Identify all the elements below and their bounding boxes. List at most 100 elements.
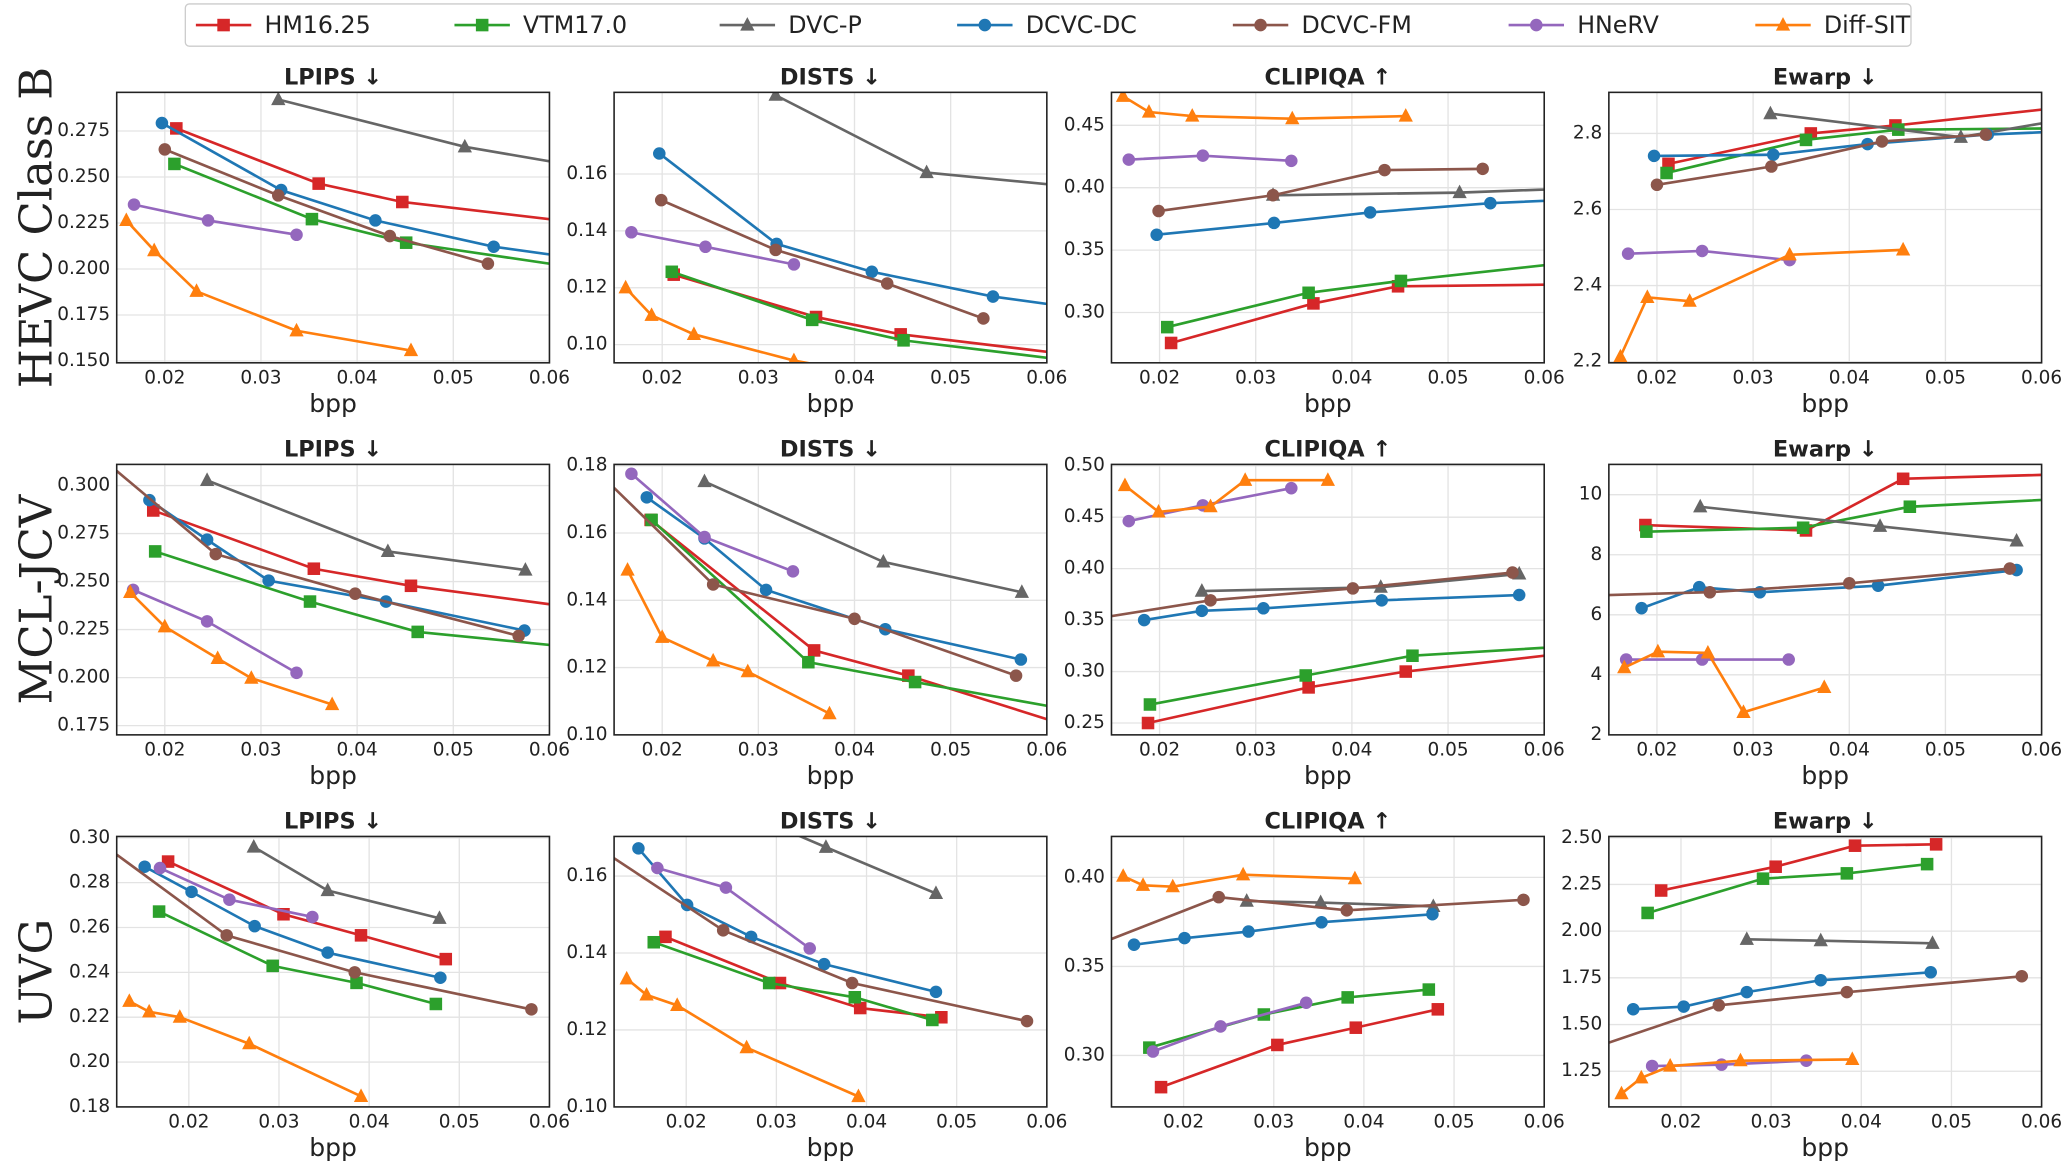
marker-circle — [716, 924, 730, 937]
y-tick-label: 0.175 — [57, 304, 110, 325]
x-tick-label: 0.05 — [433, 740, 474, 761]
marker-circle — [977, 312, 990, 325]
y-tick-label: 0.250 — [57, 571, 110, 592]
marker-circle — [1703, 586, 1717, 599]
y-tick-label: 0.35 — [1064, 955, 1105, 976]
marker-circle — [290, 228, 303, 242]
marker-circle — [1122, 514, 1136, 528]
y-tick-label: 0.18 — [566, 455, 607, 476]
marker-circle — [1484, 196, 1497, 210]
marker-square — [1394, 274, 1408, 288]
marker-square — [429, 997, 443, 1011]
x-axis-label: bpp — [1304, 1133, 1352, 1161]
marker-triangle — [199, 472, 215, 486]
marker-square — [1431, 1003, 1445, 1016]
series-line — [1111, 895, 1524, 941]
axes-frame — [115, 463, 551, 736]
marker-circle — [153, 861, 167, 875]
marker-circle — [1712, 999, 1726, 1012]
panel-title: Ewarp ↓ — [1773, 808, 1878, 834]
marker-circle — [1195, 604, 1209, 618]
marker-circle — [127, 198, 141, 211]
series-line — [1654, 130, 2042, 158]
marker-square — [217, 18, 230, 32]
y-tick-label: 1.75 — [1561, 967, 1602, 988]
marker-square — [647, 935, 661, 949]
marker-triangle — [740, 663, 755, 678]
x-tick-label: 0.05 — [1427, 740, 1468, 761]
y-tick-label: 0.45 — [1064, 114, 1105, 135]
marker-circle — [845, 976, 859, 990]
marker-circle — [1875, 135, 1889, 148]
marker-circle — [1137, 613, 1151, 627]
marker-circle — [1765, 160, 1778, 173]
y-tick-label: 0.25 — [1064, 712, 1105, 733]
series-line — [649, 518, 1047, 721]
marker-triangle — [1693, 498, 1708, 513]
marker-circle — [1740, 985, 1754, 999]
marker-circle — [2003, 562, 2017, 575]
x-tick-label: 0.05 — [439, 1112, 480, 1133]
series-line — [152, 509, 550, 606]
x-tick-label: 0.04 — [846, 1112, 887, 1133]
series-line — [129, 591, 333, 706]
marker-square — [1160, 320, 1174, 334]
marker-square — [161, 855, 175, 868]
plot-area — [1608, 838, 2029, 1100]
marker-triangle — [380, 543, 396, 558]
x-tick-label: 0.04 — [834, 368, 875, 389]
y-tick-label: 0.50 — [1064, 455, 1105, 476]
marker-square — [148, 545, 162, 558]
series-line — [637, 847, 937, 994]
marker-triangle — [1185, 108, 1200, 122]
series-line — [614, 856, 1028, 1023]
x-tick-label: 0.04 — [1331, 740, 1372, 761]
marker-square — [762, 976, 776, 990]
marker-circle — [1315, 916, 1328, 929]
x-tick-label: 0.05 — [1925, 740, 1966, 761]
marker-circle — [1814, 973, 1827, 987]
panel-title: Ewarp ↓ — [1773, 436, 1878, 462]
axes-frame — [1110, 91, 1546, 364]
marker-circle — [1375, 594, 1388, 607]
series-line — [1158, 167, 1483, 213]
series-line — [650, 518, 1047, 708]
x-tick-label: 0.05 — [930, 740, 971, 761]
marker-circle — [1506, 566, 1519, 579]
marker-circle — [759, 583, 773, 597]
marker-circle — [1767, 148, 1780, 162]
x-axis-label: bpp — [1801, 761, 1849, 790]
marker-triangle — [1452, 184, 1467, 199]
marker-triangle — [919, 164, 934, 179]
plot-area — [1613, 105, 2042, 363]
series-line — [154, 550, 550, 647]
marker-circle — [223, 893, 236, 906]
marker-square — [805, 313, 819, 327]
marker-triangle — [1617, 659, 1632, 674]
y-tick-label: 0.28 — [69, 872, 110, 893]
marker-triangle — [1650, 643, 1666, 658]
marker-triangle — [122, 993, 137, 1007]
marker-triangle — [403, 342, 419, 357]
x-tick-label: 0.05 — [936, 1112, 977, 1133]
marker-triangle — [157, 618, 172, 633]
y-tick-label: 0.30 — [1064, 661, 1105, 682]
marker-square — [1399, 665, 1413, 678]
series-line — [657, 866, 811, 950]
y-tick-label: 0.22 — [69, 1006, 110, 1027]
marker-circle — [185, 885, 198, 899]
y-tick-label: 0.10 — [566, 334, 607, 355]
series-line — [125, 219, 412, 352]
marker-circle — [481, 257, 495, 270]
marker-square — [802, 655, 815, 669]
marker-triangle — [1782, 246, 1797, 261]
marker-square — [1349, 1021, 1363, 1034]
marker-triangle — [1634, 179, 1647, 192]
axes-frame — [115, 91, 551, 364]
marker-circle — [220, 929, 233, 942]
marker-circle — [865, 265, 879, 279]
marker-circle — [1840, 985, 1854, 999]
marker-triangle — [1895, 241, 1911, 256]
x-axis-label: bpp — [309, 389, 357, 418]
